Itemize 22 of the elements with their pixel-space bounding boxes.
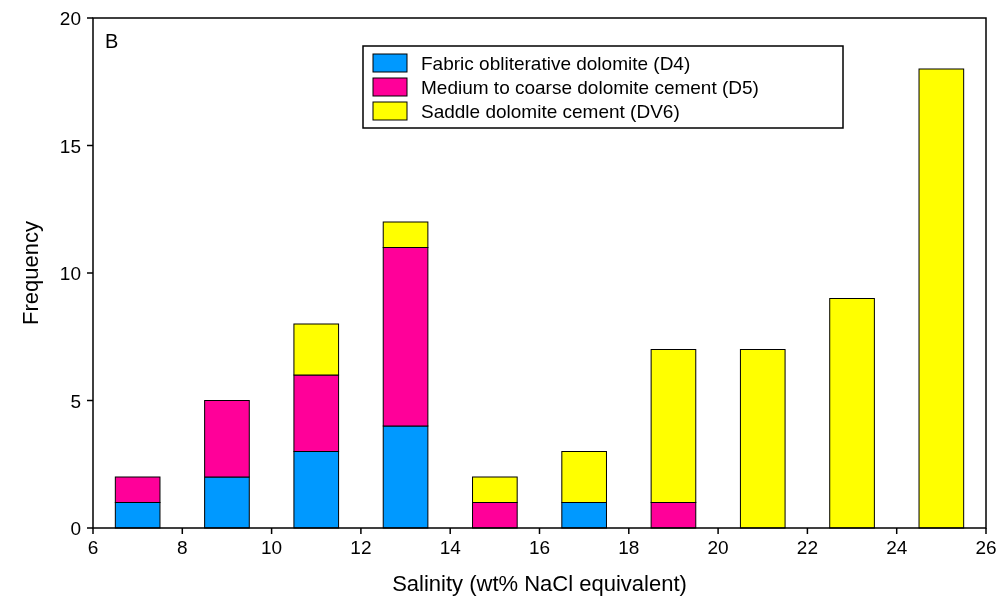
x-tick-label: 18 <box>618 537 640 558</box>
x-tick-label: 8 <box>177 537 188 558</box>
x-tick-label: 14 <box>439 537 462 558</box>
x-tick-label: 22 <box>796 537 818 558</box>
y-tick-label: 5 <box>70 390 81 412</box>
y-tick-label: 10 <box>59 263 81 284</box>
x-tick-label: 20 <box>707 537 729 558</box>
y-tick-label: 20 <box>59 8 81 29</box>
y-tick-label: 0 <box>70 518 81 539</box>
y-tick-label: 15 <box>59 135 81 157</box>
legend-label: Fabric obliterative dolomite (D4) <box>421 53 691 74</box>
x-tick-label: 26 <box>975 537 997 558</box>
x-tick-label: 12 <box>350 537 372 558</box>
legend-label: Medium to coarse dolomite cement (D5) <box>421 77 759 98</box>
annotation: B <box>105 30 119 52</box>
legend-label: Saddle dolomite cement (DV6) <box>421 101 680 122</box>
x-tick-label: 24 <box>886 537 908 558</box>
x-tick-label: 10 <box>261 537 283 558</box>
x-axis-title: Salinity (wt% NaCl equivalent) <box>392 571 687 596</box>
y-axis-title: Frequency <box>18 221 43 325</box>
x-tick-label: 16 <box>528 537 551 558</box>
x-tick-label: 6 <box>87 537 99 558</box>
